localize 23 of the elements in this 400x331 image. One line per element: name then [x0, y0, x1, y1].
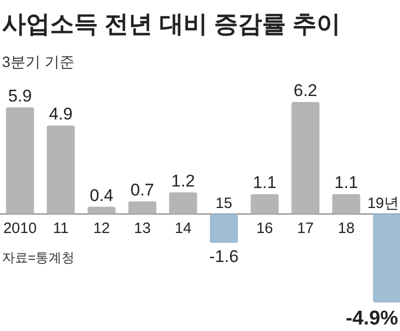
x-tick-label: 13 [134, 220, 151, 237]
x-tick-label: 15 [216, 195, 232, 212]
x-tick-label: 11 [53, 220, 69, 237]
x-tick-label: 17 [297, 220, 314, 237]
annotation: 자료=통계청 [2, 250, 75, 265]
title: 사업소득 전년 대비 증감률 추이 [2, 11, 341, 38]
data-label: 1.1 [334, 173, 358, 192]
data-label: 1.2 [171, 171, 195, 190]
data-label: 1.1 [252, 173, 276, 192]
data-label: 0.7 [130, 180, 154, 200]
x-tick-label: 12 [93, 220, 110, 237]
x-tick-label: 16 [256, 220, 273, 237]
subtitle: 3분기 기준 [2, 54, 75, 71]
x-tick-label: 2010 [3, 220, 37, 237]
data-label: 5.9 [8, 86, 32, 106]
data-label: 6.2 [294, 81, 318, 100]
x-tick-label: 14 [174, 220, 192, 237]
data-label: 0.4 [90, 186, 114, 205]
data-label: -4.9% [346, 308, 398, 330]
x-tick-label: 18 [338, 220, 355, 237]
data-label: 4.9 [48, 104, 73, 124]
x-tick-label: 19년 [367, 195, 399, 212]
data-label: -1.6 [209, 246, 239, 266]
